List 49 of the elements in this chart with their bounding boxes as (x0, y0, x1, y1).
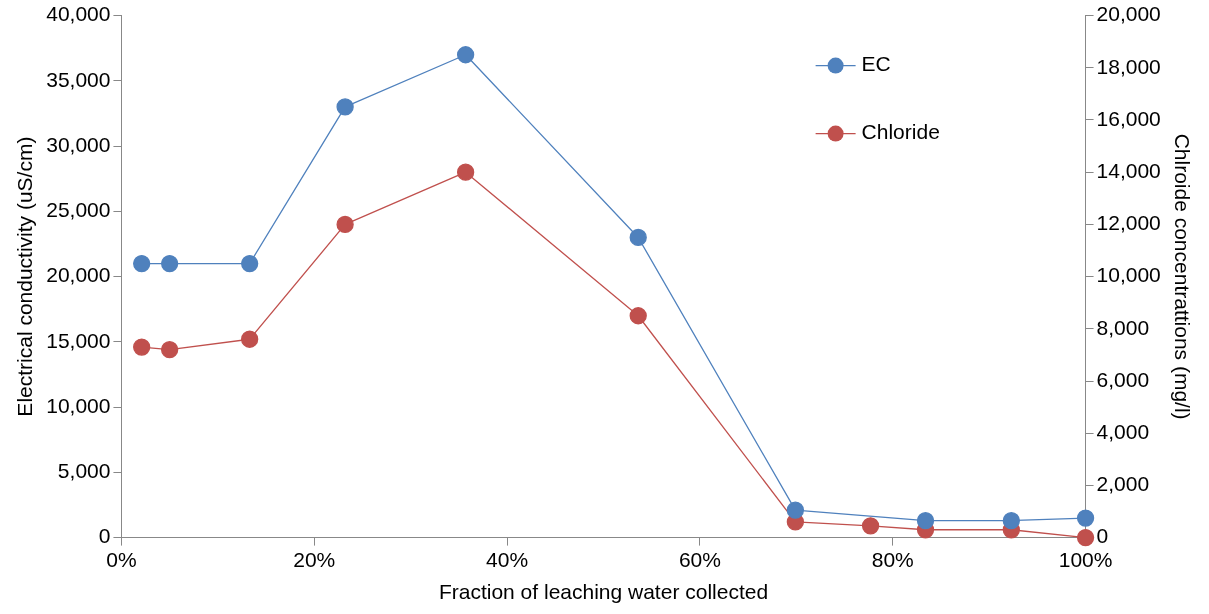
point (1002, 511, 1020, 530)
y2-tick-label: 6,000 (1096, 367, 1150, 391)
point (241, 330, 259, 348)
point (629, 307, 647, 325)
point (336, 98, 354, 116)
y-tick-label: 40,000 (46, 2, 111, 26)
point (160, 254, 179, 273)
y2-tick-label: 16,000 (1096, 106, 1161, 130)
x-tick-label: 40% (486, 548, 529, 571)
point (861, 517, 880, 535)
y2-tick-label: 12,000 (1096, 211, 1161, 235)
x-tick-label: 0% (106, 548, 137, 571)
x-tick-label: 80% (871, 548, 914, 571)
point (786, 501, 805, 519)
y2-tick-label: 20,000 (1096, 2, 1161, 26)
y-tick-label: 10,000 (46, 393, 111, 417)
x-axis-title: Fraction of leaching water collected (438, 580, 769, 604)
y2-tick-label: 4,000 (1096, 420, 1150, 443)
y-tick-label: 15,000 (46, 328, 111, 352)
point (1076, 509, 1095, 527)
y2-tick-label: 8,000 (1096, 315, 1150, 339)
point (1076, 528, 1095, 547)
point (916, 511, 935, 530)
y2-tick-label: 2,000 (1096, 472, 1150, 496)
point (336, 215, 354, 234)
point (456, 46, 475, 64)
y-tick-label: 35,000 (46, 67, 111, 91)
y2-tick-label: 0 (1096, 524, 1109, 548)
y-tick-label: 30,000 (46, 132, 111, 156)
point (133, 254, 151, 273)
y-axis-title: Electrical conductivity (uS/cm) (13, 136, 37, 417)
point (133, 338, 151, 356)
y2-tick-label: 10,000 (1096, 263, 1161, 287)
y2-tick-label: 14,000 (1096, 159, 1161, 182)
x-tick-label: 20% (293, 548, 336, 571)
point (241, 254, 259, 273)
point (629, 228, 647, 247)
y-tick-label: 25,000 (46, 198, 111, 222)
point (456, 163, 475, 181)
legend-label: Chloride (861, 120, 940, 144)
y-tick-label: 20,000 (46, 263, 111, 287)
y-tick-label: 5,000 (57, 459, 111, 483)
x-tick-label: 60% (678, 548, 721, 571)
x-tick-label: 100% (1058, 548, 1113, 571)
legend-label: EC (861, 52, 891, 76)
point (160, 341, 179, 359)
y2-tick-label: 18,000 (1096, 54, 1161, 78)
y-tick-label: 0 (98, 524, 111, 548)
y2-axis-title: Chlroide concentrattions (mg/l) (1170, 133, 1194, 420)
